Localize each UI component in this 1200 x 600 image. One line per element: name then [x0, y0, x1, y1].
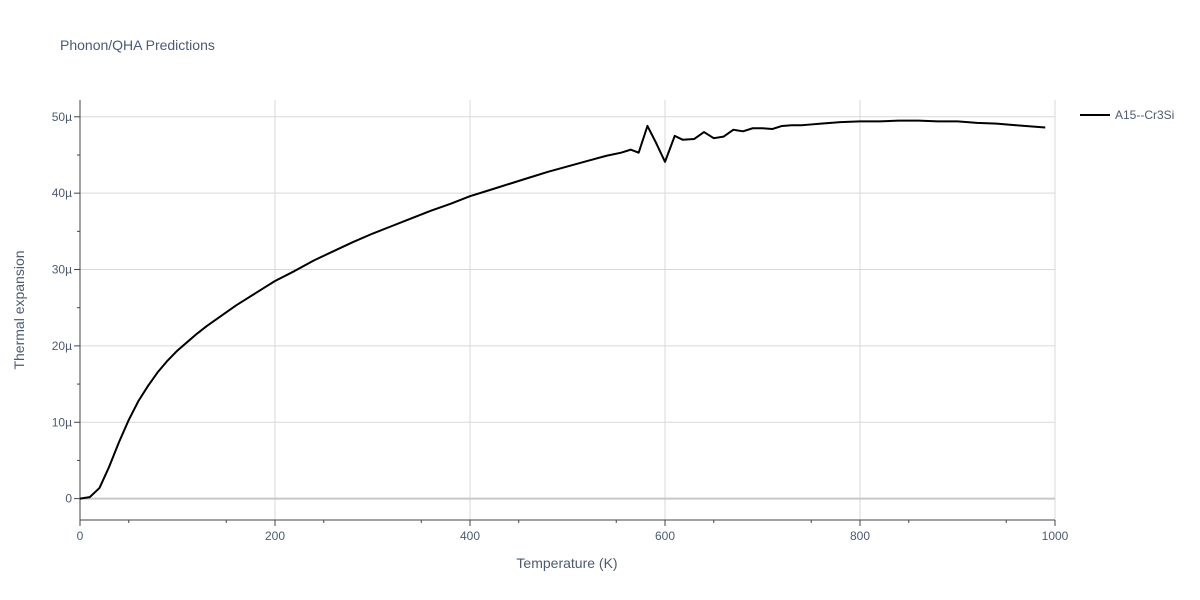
plot-area	[79, 119, 1046, 500]
y-tick-label: 50µ	[52, 110, 72, 124]
legend[interactable]: A15--Cr3Si	[1080, 108, 1174, 122]
y-tick-label: 40µ	[52, 186, 72, 200]
x-tick-label: 800	[850, 529, 870, 543]
x-tick-label: 0	[77, 529, 84, 543]
x-tick-label: 400	[460, 529, 480, 543]
axes: 0 200 400 600 800 1000 0 10µ 20µ 30µ 40µ 50µ	[52, 100, 1069, 543]
y-tick-label: 10µ	[52, 415, 72, 429]
y-tick-label: 30µ	[52, 263, 72, 277]
y-tick-label: 20µ	[52, 339, 72, 353]
chart-title: Phonon/QHA Predictions	[60, 37, 215, 53]
x-tick-label: 1000	[1042, 529, 1069, 543]
gridlines	[80, 100, 1056, 520]
x-tick-label: 200	[265, 529, 285, 543]
x-axis-title: Temperature (K)	[516, 555, 617, 571]
y-axis-title: Thermal expansion	[11, 250, 27, 369]
x-tick-label: 600	[655, 529, 675, 543]
series-line	[79, 119, 1046, 500]
y-tick-label: 0	[65, 492, 72, 506]
legend-item-label: A15--Cr3Si	[1115, 108, 1174, 122]
